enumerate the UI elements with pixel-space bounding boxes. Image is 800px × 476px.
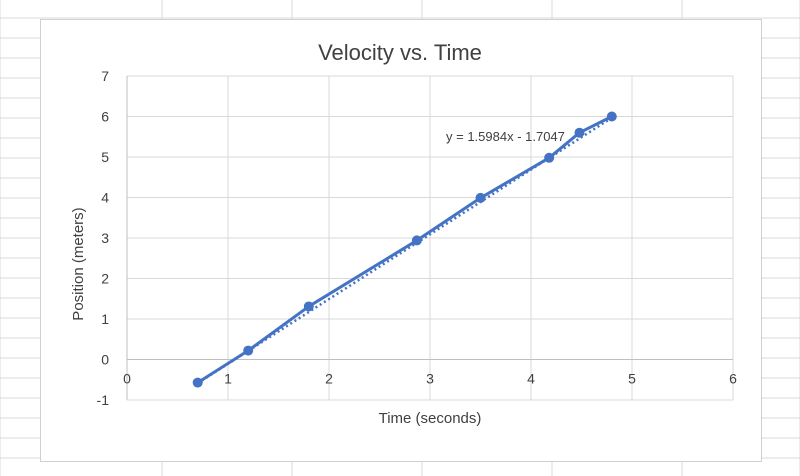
data-point — [544, 152, 555, 163]
x-tick-label: 6 — [729, 371, 737, 387]
x-tick-label: 1 — [224, 371, 232, 387]
y-tick-label: 0 — [101, 352, 109, 368]
series-line — [196, 115, 613, 384]
x-tick-label: 4 — [527, 371, 535, 387]
y-tick-label: 5 — [101, 149, 109, 165]
y-tick-label: -1 — [97, 392, 110, 408]
data-point — [303, 301, 314, 312]
chart-title: Velocity vs. Time — [318, 40, 482, 65]
y-tick-label: 1 — [101, 311, 109, 327]
chart-svg: Velocity vs. Time 0 1 2 3 4 5 6 -1 0 1 2 3 4 5 6 7 Time… — [70, 40, 738, 427]
data-series — [192, 111, 617, 388]
axis-tick-labels: 0 1 2 3 4 5 6 -1 0 1 2 3 4 5 6 7 — [97, 68, 738, 408]
x-tick-label: 2 — [325, 371, 333, 387]
y-tick-label: 6 — [101, 109, 109, 125]
data-point — [574, 127, 585, 138]
y-axis-title: Position (meters) — [70, 207, 87, 320]
y-tick-label: 3 — [101, 230, 109, 246]
data-point — [192, 377, 203, 388]
x-tick-label: 3 — [426, 371, 434, 387]
data-point — [606, 111, 617, 122]
x-axis-title: Time (seconds) — [379, 410, 482, 427]
x-tick-label: 0 — [123, 371, 131, 387]
data-point — [475, 192, 486, 203]
data-point — [411, 235, 422, 246]
chart-frame[interactable]: Velocity vs. Time 0 1 2 3 4 5 6 -1 0 1 2 3 4 5 6 7 Time… — [40, 19, 762, 462]
x-tick-label: 5 — [628, 371, 636, 387]
trendline — [197, 116, 613, 385]
gridlines — [126, 75, 734, 401]
y-tick-label: 2 — [101, 271, 109, 287]
data-point — [243, 345, 254, 356]
y-tick-label: 7 — [101, 68, 109, 84]
trendline-equation: y = 1.5984x - 1.7047 — [446, 129, 565, 144]
y-tick-label: 4 — [101, 190, 109, 206]
